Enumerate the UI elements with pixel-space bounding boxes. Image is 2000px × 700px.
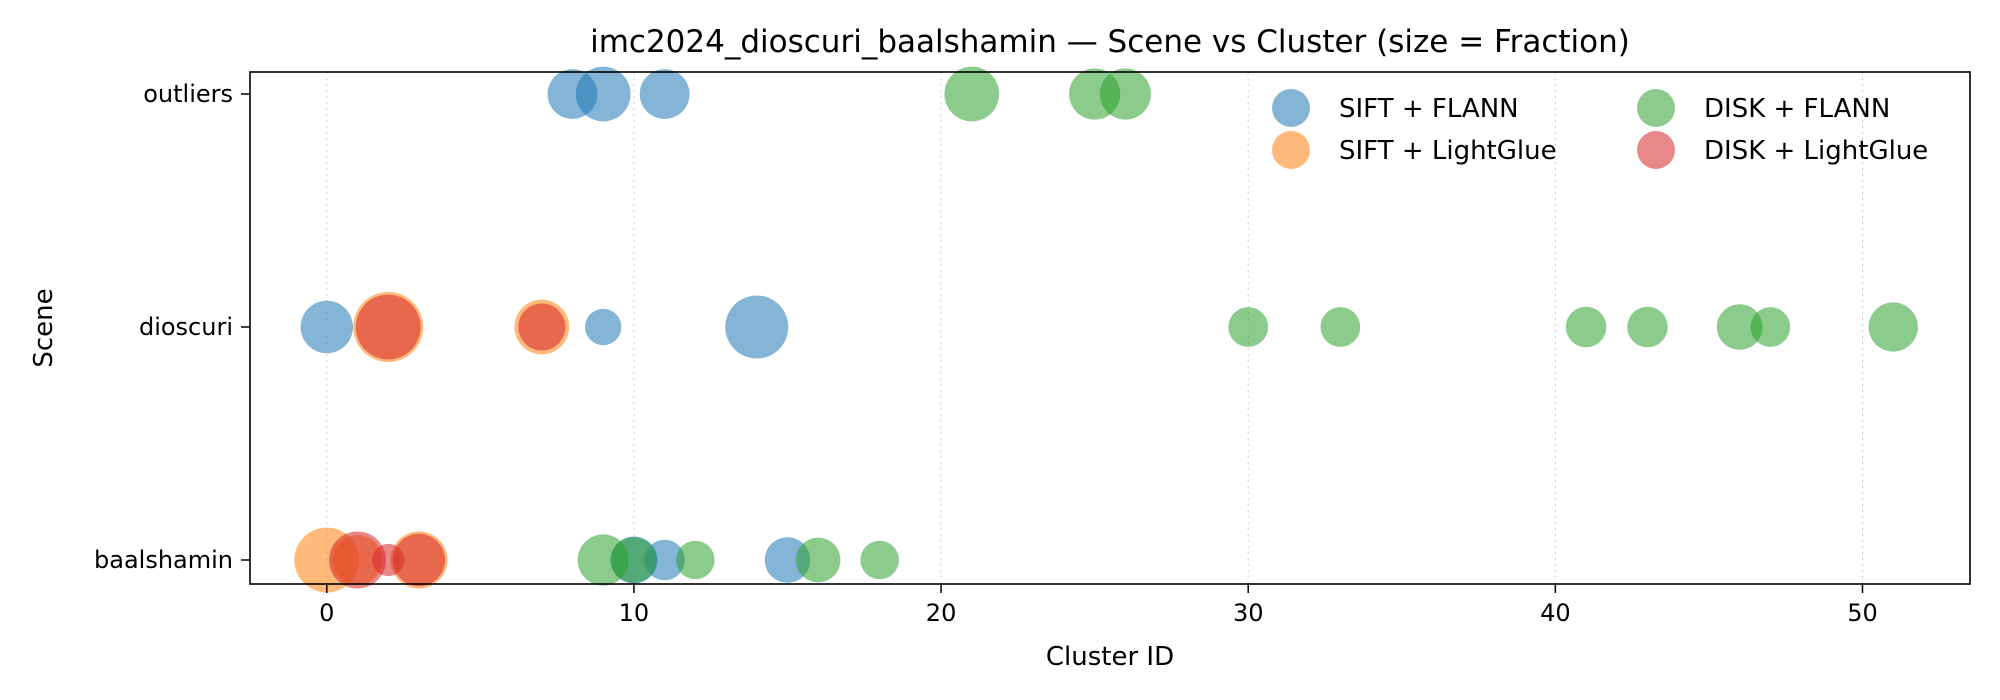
plot-frame: [249, 71, 1971, 585]
x-tick-label: 30: [1233, 599, 1264, 627]
data-point: [1320, 307, 1361, 347]
data-point: [1565, 306, 1607, 348]
data-point: [611, 537, 657, 583]
data-point: [1868, 302, 1918, 352]
legend-marker: [1637, 89, 1675, 127]
data-point: [644, 539, 685, 581]
data-point: [300, 300, 353, 354]
y-tick-label: baalshamin: [94, 546, 233, 574]
legend: SIFT + FLANN SIFT + LightGlue DISK + FLANN…: [1272, 89, 1928, 169]
legend-marker: [1637, 131, 1675, 169]
y-tick-label: outliers: [143, 80, 233, 108]
legend-marker: [1272, 131, 1310, 169]
x-tick-label: 50: [1847, 599, 1878, 627]
y-axis-ticks: baalshamin dioscuri outliers: [94, 80, 250, 574]
x-tick-label: 10: [619, 599, 650, 627]
legend-label: SIFT + FLANN: [1339, 94, 1519, 124]
data-point: [1716, 304, 1763, 350]
x-axis-ticks: 0 10 20 30 40 50: [319, 584, 1878, 627]
legend-label: DISK + LightGlue: [1704, 136, 1928, 166]
x-tick-label: 40: [1540, 599, 1571, 627]
data-point: [575, 66, 631, 122]
legend-label: SIFT + LightGlue: [1339, 136, 1557, 166]
x-tick-label: 0: [319, 599, 334, 627]
data-point: [355, 294, 421, 360]
x-axis-label: Cluster ID: [1046, 642, 1174, 672]
chart-title: imc2024_dioscuri_baalshamin — Scene vs C…: [590, 24, 1630, 60]
x-gridlines: [326, 72, 1863, 584]
data-point: [585, 308, 622, 346]
data-point: [795, 537, 841, 583]
data-point: [944, 66, 1000, 122]
data-point: [1627, 306, 1668, 348]
data-point: [725, 295, 789, 359]
data-point: [639, 69, 690, 119]
data-point: [1228, 307, 1269, 347]
data-point: [392, 533, 446, 587]
data-points: [294, 66, 1918, 593]
y-tick-label: dioscuri: [139, 313, 233, 341]
legend-label: DISK + FLANN: [1704, 94, 1890, 124]
data-point: [860, 540, 899, 580]
data-point: [1099, 68, 1151, 120]
data-point: [764, 537, 811, 583]
data-point: [676, 540, 715, 580]
data-point: [1750, 307, 1791, 347]
y-axis-label: Scene: [29, 288, 59, 367]
data-point: [329, 531, 386, 589]
legend-marker: [1272, 89, 1310, 127]
data-point: [518, 303, 566, 351]
x-tick-label: 20: [926, 599, 957, 627]
